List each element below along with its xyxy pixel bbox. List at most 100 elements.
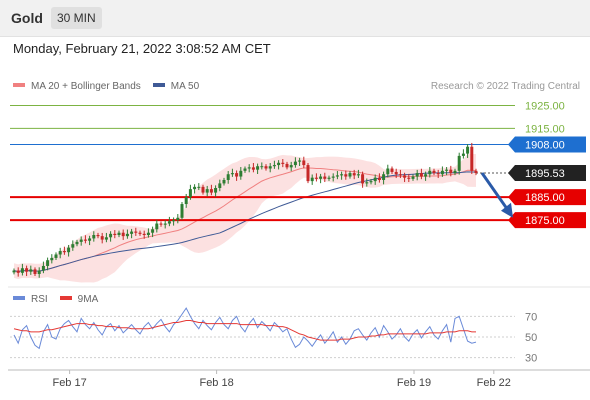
level-1875-00-label: 1875.00: [525, 215, 565, 227]
candle-body: [251, 167, 255, 170]
candle-body: [20, 268, 24, 273]
candle-body: [424, 174, 428, 177]
candle-body: [289, 165, 293, 168]
level-1925-00-label: 1925.00: [525, 100, 565, 112]
candle-body: [407, 177, 411, 179]
candle-body: [356, 174, 360, 176]
candle-body: [323, 176, 327, 179]
candle-body: [466, 146, 470, 154]
candle-body: [197, 186, 201, 188]
candle-body: [268, 166, 272, 169]
candle-body: [386, 168, 390, 175]
rsi-tick-30: 30: [525, 353, 537, 365]
candle-body: [298, 160, 302, 162]
candle-body: [340, 174, 344, 176]
candle-body: [474, 170, 478, 174]
candle-body: [188, 189, 192, 198]
x-label-feb-18: Feb 18: [199, 377, 233, 389]
candle-body: [382, 174, 386, 180]
x-label-feb-17: Feb 17: [52, 377, 86, 389]
candle-body: [25, 268, 29, 272]
candle-body: [12, 270, 16, 273]
candle-body: [428, 170, 432, 175]
candle-body: [104, 237, 108, 240]
candle-body: [302, 160, 306, 166]
candle-body: [335, 175, 339, 177]
candle-body: [151, 229, 155, 233]
candle-body: [214, 188, 218, 193]
candle-body: [398, 174, 402, 176]
candle-body: [163, 223, 167, 225]
candle-body: [272, 165, 276, 167]
candle-body: [138, 232, 142, 234]
candle-body: [319, 176, 323, 179]
candle-body: [209, 189, 213, 193]
candle-body: [134, 231, 138, 233]
level-1908-00-label: 1908.00: [525, 139, 565, 151]
candle-body: [377, 177, 381, 180]
candle-body: [121, 232, 125, 237]
candle-body: [184, 197, 188, 205]
candle-body: [167, 221, 171, 224]
candle-body: [373, 177, 377, 182]
candle-body: [344, 174, 348, 177]
level-1885-00-label: 1885.00: [525, 192, 565, 204]
candle-body: [411, 176, 415, 179]
rsi-ma-line: [13, 319, 476, 341]
level-1915-00-label: 1915.00: [525, 123, 565, 135]
candle-body: [117, 232, 121, 235]
level-1875-00-tag: [508, 212, 586, 229]
level-1885-00-tag: [508, 189, 586, 206]
rsi-ma-swatch: [59, 296, 72, 301]
candle-body: [235, 173, 239, 177]
candle-body: [419, 173, 423, 177]
ma20-swatch: [13, 83, 25, 88]
instrument-title: Gold: [11, 10, 43, 26]
candle-body: [264, 166, 268, 169]
candle-body: [142, 233, 146, 235]
candle-body: [41, 265, 45, 271]
candle-body: [205, 189, 209, 193]
level-1895-53-label: 1895.53: [525, 168, 565, 180]
candle-body: [88, 238, 92, 241]
candle-body: [440, 170, 444, 175]
candle-body: [230, 173, 234, 175]
candle-body: [436, 173, 440, 175]
candle-body: [46, 260, 50, 266]
candle-body: [352, 173, 356, 176]
ma20-legend-label: MA 20 + Bollinger Bands: [31, 81, 141, 92]
x-label-feb-22: Feb 22: [477, 377, 511, 389]
candle-body: [310, 177, 314, 182]
candle-body: [432, 170, 436, 174]
candle-body: [113, 233, 117, 235]
candle-body: [226, 174, 230, 180]
ma50-legend-label: MA 50: [170, 81, 200, 92]
timeframe-badge[interactable]: 30 MIN: [51, 7, 102, 29]
candle-body: [453, 170, 457, 174]
candle-body: [277, 162, 281, 166]
candle-body: [457, 155, 461, 171]
candle-body: [180, 204, 184, 218]
candle-body: [449, 169, 453, 174]
level-1895-53-tag: [508, 165, 586, 182]
ma50-swatch: [152, 83, 165, 88]
candle-body: [54, 254, 58, 258]
candle-body: [369, 181, 373, 183]
candle-body: [461, 153, 465, 156]
x-label-feb-19: Feb 19: [397, 377, 431, 389]
rsi-legend-label: RSI: [31, 294, 48, 305]
candle-body: [109, 233, 113, 238]
candle-body: [445, 169, 449, 171]
candle-body: [470, 146, 474, 171]
bollinger-band: [14, 153, 476, 283]
candle-body: [314, 177, 318, 179]
candle-body: [96, 235, 100, 237]
candle-body: [247, 167, 251, 169]
candle-body: [75, 241, 79, 245]
rsi-ma-legend-label: 9MA: [77, 294, 99, 305]
candle-body: [29, 269, 33, 272]
candle-body: [155, 223, 159, 230]
candle-body: [394, 171, 398, 175]
candle-body: [146, 232, 150, 235]
rsi-tick-70: 70: [525, 311, 537, 323]
